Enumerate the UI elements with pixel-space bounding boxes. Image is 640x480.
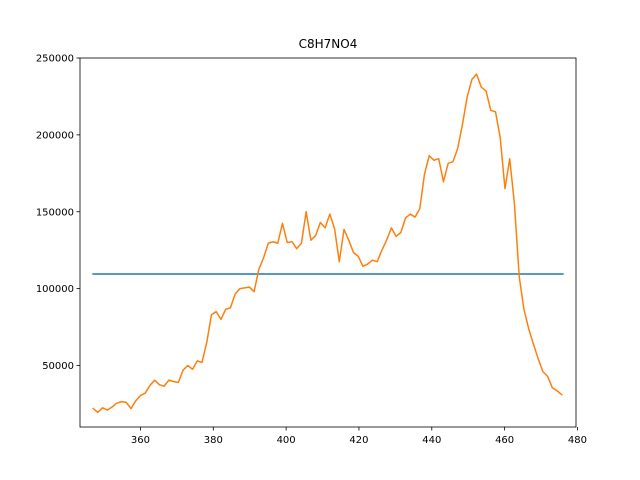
x-tick-label: 380	[204, 435, 223, 446]
y-axis: 50000 100000 150000 200000 250000	[36, 54, 80, 372]
x-tick-label: 400	[277, 435, 296, 446]
chart-title: C8H7NO4	[299, 37, 358, 51]
x-tick-label: 480	[568, 435, 587, 446]
y-tick-label: 250000	[36, 54, 74, 65]
series-line-2	[92, 73, 563, 414]
y-tick-label: 50000	[42, 361, 74, 372]
x-tick-label: 360	[131, 435, 150, 446]
x-tick-label: 420	[349, 435, 368, 446]
x-tick-label: 440	[422, 435, 441, 446]
x-axis: 360 380 400 420 440 460 480	[131, 427, 587, 446]
x-tick-label: 460	[495, 435, 514, 446]
plot-frame	[79, 57, 577, 428]
plot-content	[92, 73, 564, 414]
y-tick-label: 100000	[36, 284, 74, 295]
y-tick-label: 200000	[36, 130, 74, 141]
y-tick-label: 150000	[36, 207, 74, 218]
